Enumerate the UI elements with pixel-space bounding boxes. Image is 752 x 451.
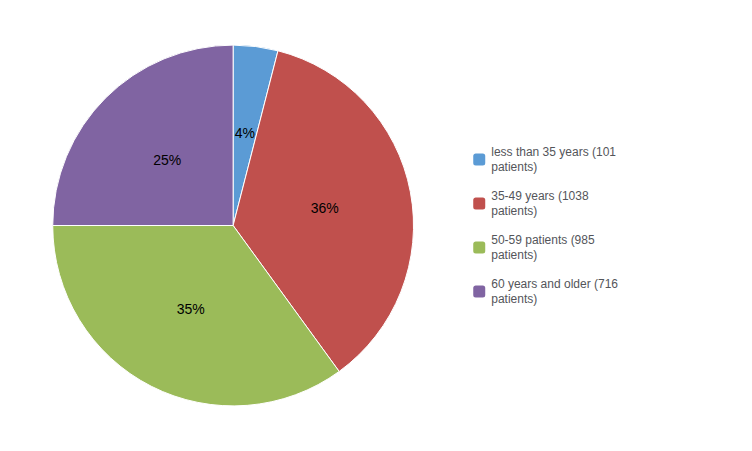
svg-text:patients): patients) <box>491 204 537 218</box>
svg-text:patients): patients) <box>491 292 537 306</box>
svg-text:35-49 years (1038: 35-49 years (1038 <box>491 189 589 203</box>
svg-text:less than 35 years (101: less than 35 years (101 <box>491 145 616 159</box>
svg-text:35%: 35% <box>177 301 205 317</box>
svg-text:60 years and older (716: 60 years and older (716 <box>491 277 618 291</box>
svg-text:4%: 4% <box>235 125 255 141</box>
svg-text:patients): patients) <box>491 248 537 262</box>
svg-text:25%: 25% <box>153 152 181 168</box>
svg-text:patients): patients) <box>491 160 537 174</box>
svg-text:50-59 patients (985: 50-59 patients (985 <box>491 233 595 247</box>
svg-text:36%: 36% <box>311 200 339 216</box>
